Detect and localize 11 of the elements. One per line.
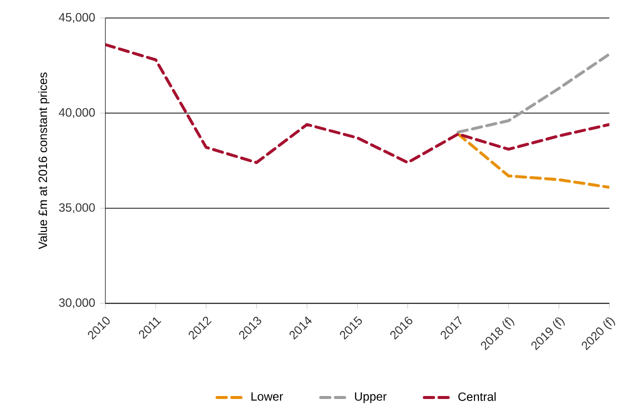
y-axis-title: Value £m at 2016 constant prices — [38, 72, 50, 250]
line-series — [456, 52, 610, 134]
legend-label: Central — [458, 392, 496, 401]
legend-label: Upper — [355, 392, 387, 404]
y-tick-label: 35,000 — [59, 203, 95, 214]
line-series — [105, 43, 610, 164]
y-tick-label: 45,000 — [58, 13, 95, 23]
y-tick-label: 40,000 — [58, 108, 95, 118]
legend-label: Lower — [251, 392, 283, 401]
line-series — [456, 132, 610, 189]
y-tick-label: 30,000 — [59, 298, 95, 308]
